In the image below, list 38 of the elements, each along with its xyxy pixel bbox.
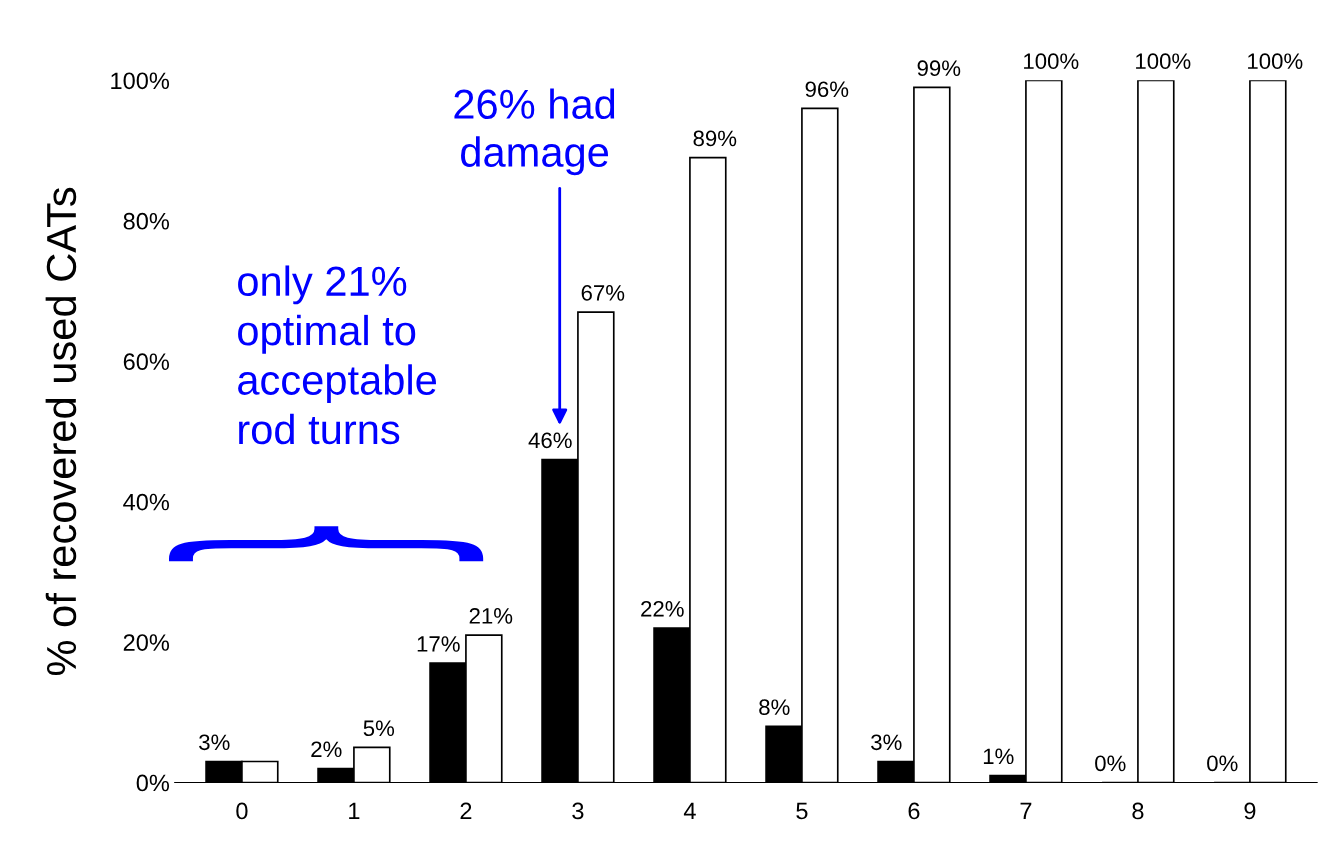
data-label: 3%	[199, 734, 230, 751]
data-label: 5%	[363, 720, 395, 737]
data-label: 1%	[983, 748, 1014, 765]
x-tick-label: 4	[683, 802, 696, 820]
y-tick-label: 80%	[123, 212, 170, 230]
x-tick-label: 8	[1132, 802, 1144, 820]
x-tick-label: 6	[908, 802, 920, 820]
x-tick-label: 1	[349, 802, 360, 820]
annotation: only 21% optimal to acceptable rod turns	[238, 265, 437, 445]
data-label: 96%	[805, 81, 849, 98]
data-label: 22%	[641, 601, 684, 617]
data-label: 46%	[528, 432, 572, 449]
y-tick-label: 40%	[123, 493, 170, 511]
y-tick-label: 60%	[123, 353, 170, 371]
annotation: 26% had damage	[454, 88, 615, 176]
data-label: 100%	[1024, 53, 1079, 70]
y-tick-label: 100%	[111, 72, 170, 90]
x-tick-label: 0	[236, 802, 248, 820]
data-label: 8%	[759, 699, 790, 716]
x-tick-label: 9	[1244, 802, 1256, 820]
data-label: 17%	[417, 636, 460, 652]
x-tick-label: 2	[460, 802, 472, 820]
data-label: 100%	[1136, 53, 1191, 70]
data-label: 2%	[311, 741, 342, 758]
y-tick-label: 0%	[136, 774, 170, 792]
x-tick-label: 5	[796, 802, 808, 820]
data-label: 21%	[469, 608, 513, 624]
x-tick-label: 3	[572, 802, 584, 820]
y-tick-label: 20%	[123, 634, 170, 651]
data-label: 89%	[693, 130, 737, 147]
data-label: 100%	[1248, 53, 1303, 70]
data-label: 0%	[1207, 755, 1238, 772]
data-label: 0%	[1095, 755, 1126, 772]
x-tick-label: 7	[1020, 802, 1032, 820]
data-label: 99%	[917, 60, 961, 77]
y-axis-title: % of recovered used CATs	[45, 187, 77, 676]
data-label: 3%	[871, 734, 902, 751]
data-label: 67%	[581, 285, 625, 301]
